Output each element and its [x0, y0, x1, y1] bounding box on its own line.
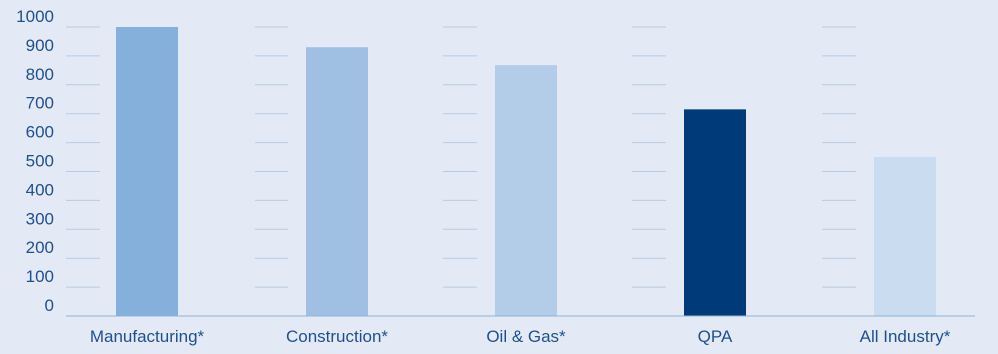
gridlines — [66, 26, 856, 288]
bar-2 — [495, 65, 557, 316]
y-tick-label: 400 — [26, 180, 54, 199]
y-tick-label: 300 — [26, 209, 54, 228]
bar-1 — [306, 47, 368, 316]
x-category-label: QPA — [698, 327, 733, 346]
y-tick-label: 1000 — [16, 7, 54, 26]
y-tick-label: 500 — [26, 152, 54, 171]
y-tick-label: 600 — [26, 123, 54, 142]
y-axis-tick-labels: 0 100 200 300 400 500 600 700 800 900 1000 — [16, 7, 54, 315]
y-tick-label: 800 — [26, 65, 54, 84]
y-tick-label: 700 — [26, 94, 54, 113]
x-category-label: Construction* — [286, 327, 388, 346]
bar-4 — [874, 157, 936, 316]
bars — [116, 27, 936, 317]
y-tick-label: 200 — [26, 238, 54, 257]
bar-0 — [116, 27, 178, 316]
x-category-label: Manufacturing* — [90, 327, 205, 346]
y-tick-label: 900 — [26, 36, 54, 55]
x-axis-category-labels: Manufacturing* Construction* Oil & Gas* QPA… — [90, 327, 951, 346]
x-category-label: All Industry* — [860, 327, 951, 346]
bar-3 — [684, 109, 746, 317]
y-tick-label: 0 — [45, 296, 54, 315]
x-category-label: Oil & Gas* — [486, 327, 566, 346]
y-tick-label: 100 — [26, 267, 54, 286]
